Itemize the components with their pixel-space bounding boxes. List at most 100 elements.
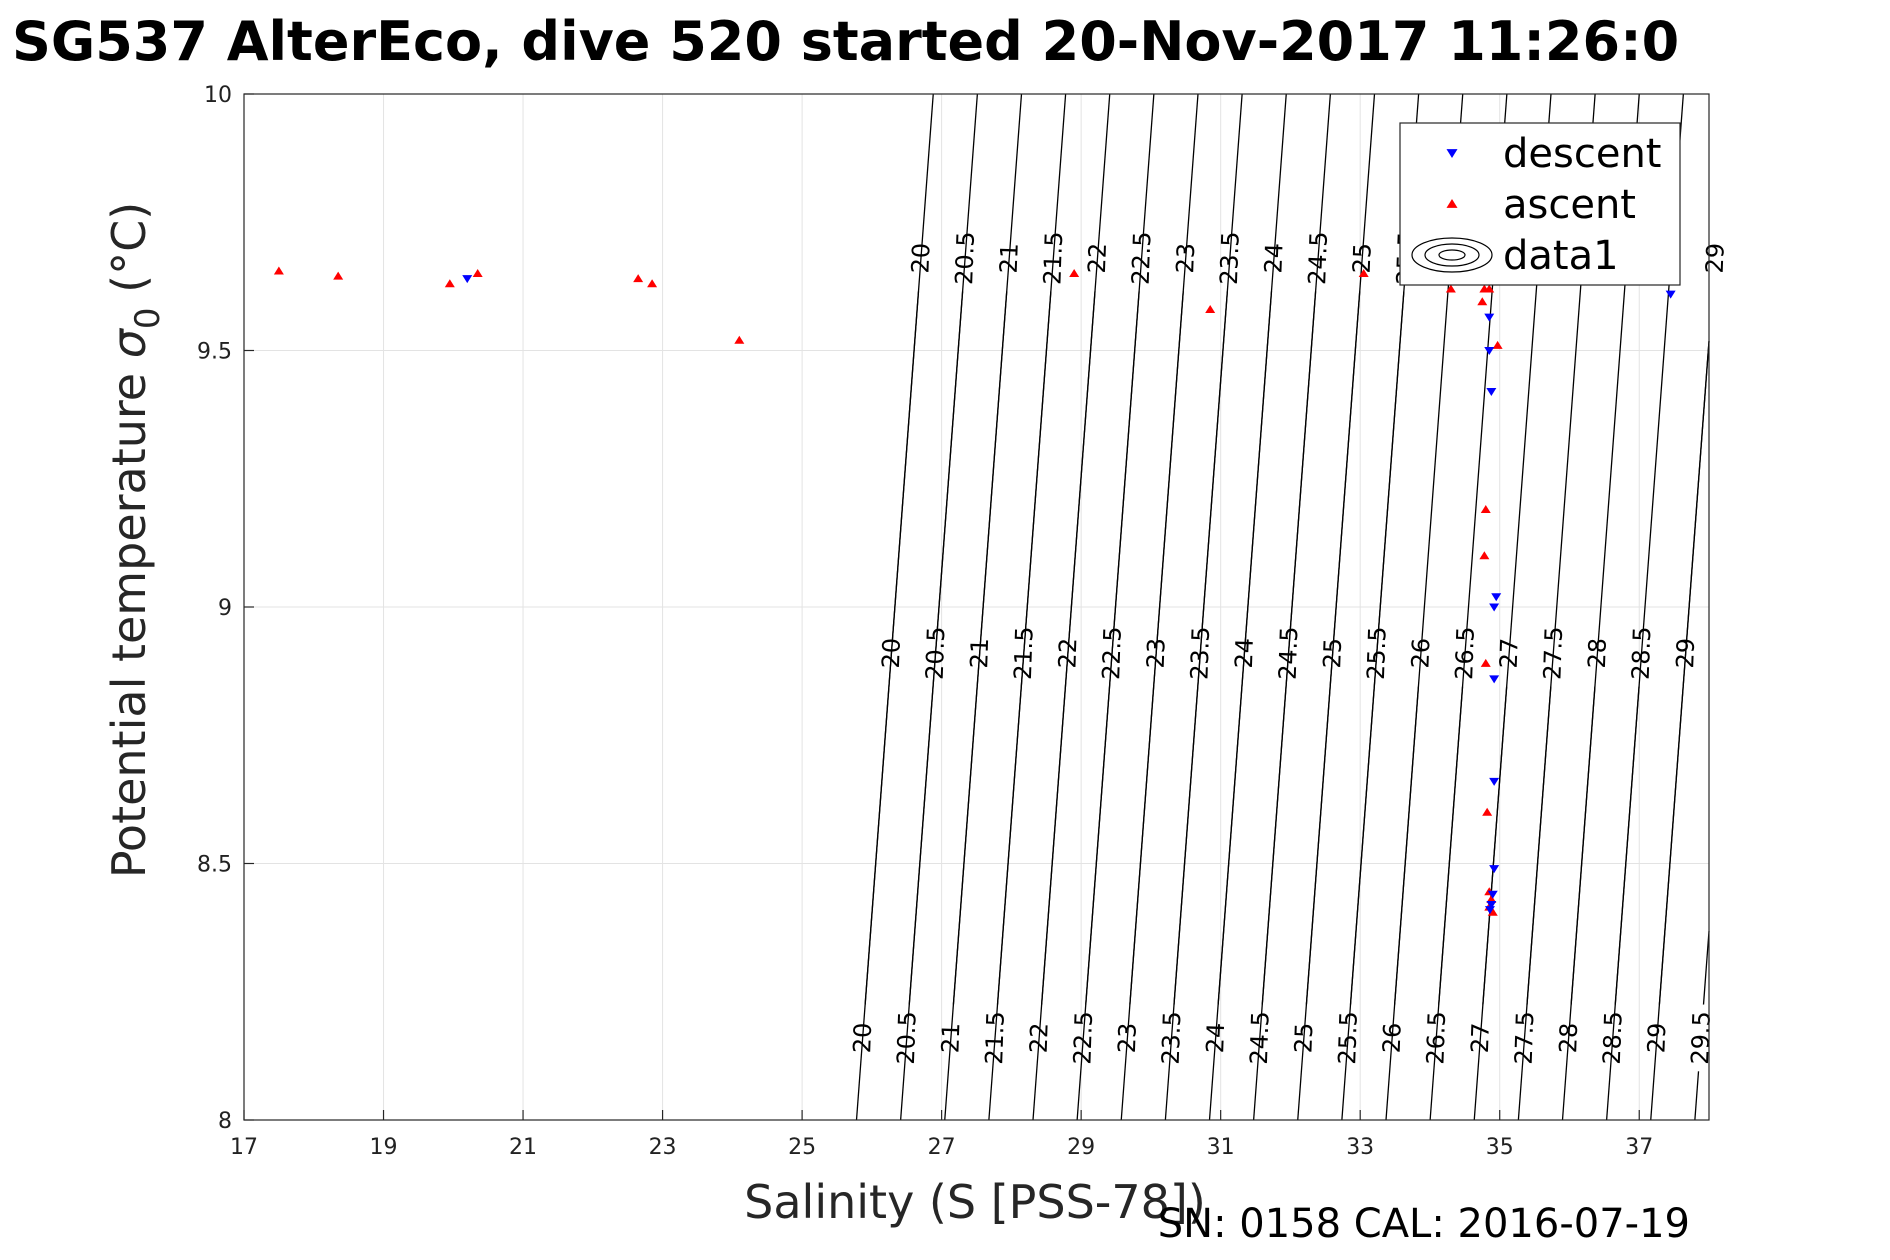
descent-point [1484,313,1495,322]
x-tick-label: 23 [649,1135,677,1160]
x-tick-label: 37 [1625,1135,1653,1160]
descent-point [1665,290,1676,299]
legend-descent-marker [1446,149,1458,158]
descent-point [1489,865,1500,874]
ascent-point [444,279,455,288]
descent-point [1486,388,1497,397]
contour-line [1217,93,1287,1005]
contour-label: 27 [1495,637,1524,669]
legend-box [1399,122,1681,286]
contour-label: 22 [1053,637,1082,669]
contour-label: 25.5 [1362,626,1392,680]
ascent-point [1492,340,1503,349]
x-tick-label: 17 [230,1135,258,1160]
contour-line [952,93,1023,1005]
contour-label: 20.5 [950,231,980,285]
contour-label: 27.5 [1538,626,1568,680]
descent-point [1489,675,1500,684]
contour-label: 21 [936,1022,965,1054]
contour-label: 21 [995,242,1024,274]
contour-label: 29.5 [1686,1011,1716,1065]
contour-label: 23.5 [1157,1011,1187,1065]
contour-line [1658,341,1710,1005]
contour-line [1040,93,1111,1005]
descent-point [1486,901,1497,910]
y-tick-label: 8 [218,1109,232,1134]
contour-line [864,93,934,1005]
contour-label: 28 [1583,637,1612,669]
contour-label: 20.5 [892,1011,922,1065]
contour-label: 22.5 [1097,626,1127,680]
contour-label: 23.5 [1185,626,1215,680]
ascent-point [1069,269,1080,278]
y-axis-label: Potential temperature σ0 (°C) [102,202,168,878]
contour-label: 24 [1259,242,1288,274]
ascent-point [1358,269,1369,278]
ascent-point [1205,304,1216,313]
data-points [273,266,1676,916]
legend-data1-label: data1 [1503,233,1619,279]
contour-label: 29 [1701,242,1730,274]
x-tick-label: 31 [1207,1135,1235,1160]
contour-label: 27 [1466,1022,1495,1054]
contour-label: 22.5 [1068,1011,1098,1065]
ascent-point [1487,907,1498,916]
contour-label: 28 [1554,1022,1583,1054]
contour-label: 20 [906,242,935,274]
contour-label: 25 [1318,637,1347,669]
contour-label: 22.5 [1127,231,1157,285]
ascent-point [1486,894,1497,903]
contour-line [1085,93,1155,1005]
x-tick-label: 21 [509,1135,537,1160]
ascent-point [734,335,745,344]
contour-label: 23.5 [1215,231,1245,285]
contour-label: 28.5 [1627,626,1657,680]
contour-label: 25 [1289,1022,1318,1054]
contour-label: 28.5 [1598,1011,1628,1065]
contour-label: 24.5 [1274,626,1304,680]
contour-label: 29 [1642,1022,1671,1054]
contour-label: 21.5 [1038,231,1068,285]
x-tick-label: 33 [1346,1135,1374,1160]
contour-label: 25.5 [1333,1011,1363,1065]
x-tick-label: 35 [1486,1135,1514,1160]
contour-label: 20 [848,1022,877,1054]
y-tick-label: 9 [218,596,232,621]
ascent-point [1445,284,1456,293]
contour-line [1694,1071,1700,1121]
x-axis-ticks: 17 19 21 23 25 27 29 31 33 35 37 [230,1110,1653,1160]
contour-label: 26.5 [1450,626,1480,680]
ascent-point [1479,551,1490,560]
contour-label: 24 [1230,637,1259,669]
contour-line [1173,93,1243,1005]
footer-serial-cal: SN: 0158 CAL: 2016-07-19 [1158,1201,1690,1247]
x-tick-label: 27 [928,1135,956,1160]
ascent-point [1480,505,1491,514]
contour-line [908,93,979,1005]
contour-label: 23 [1113,1022,1142,1054]
y-tick-label: 10 [204,83,232,108]
ascent-point [647,279,658,288]
contour-label: 22 [1025,1022,1054,1054]
y-tick-label: 8.5 [197,853,232,878]
contour-label: 24 [1201,1022,1230,1054]
contour-label: 24.5 [1245,1011,1275,1065]
ascent-point [1482,807,1493,816]
contour-label: 23 [1171,242,1200,274]
contour-label: 22 [1083,242,1112,274]
y-axis-ticks: 8 8.5 9 9.5 10 [197,83,254,1134]
descent-point [1489,777,1500,786]
contour-line [1702,931,1710,1005]
y-axis-label-main: Potential temperature [102,358,156,878]
x-tick-label: 25 [788,1135,816,1160]
y-axis-label-sigma: σ [102,327,156,358]
contour-label: 26 [1378,1022,1407,1054]
contour-line [996,93,1067,1005]
x-tick-label: 29 [1067,1135,1095,1160]
y-axis-label-subscript: 0 [128,307,168,329]
density-contours: 20 20 20 20.5 20.5 20.5 21 21 21 21.5 21.5 21.5 22 22… [848,93,1730,1121]
descent-point [1484,906,1495,915]
legend-descent-label: descent [1503,131,1661,177]
contour-line [1305,93,1376,1005]
